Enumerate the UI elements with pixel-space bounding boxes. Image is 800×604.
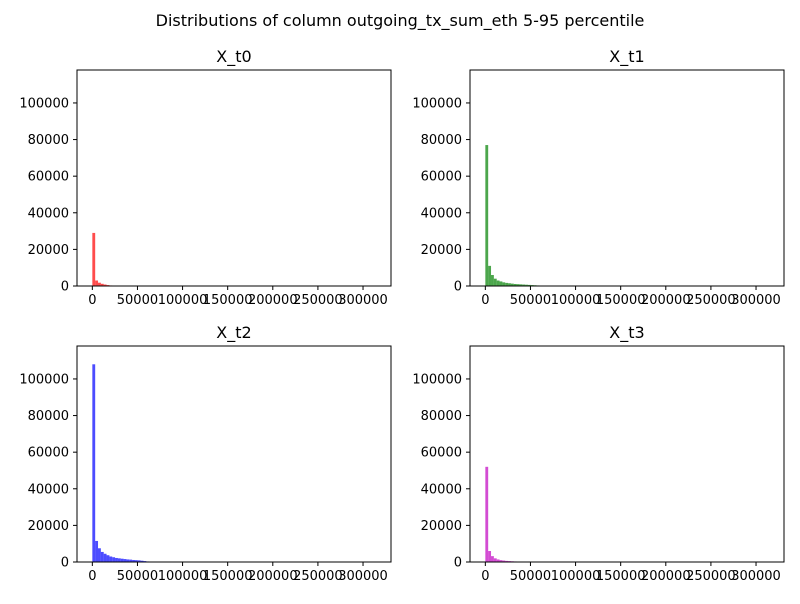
y-tick-label: 0 <box>454 556 462 571</box>
x-tick-label: 300000 <box>338 293 388 308</box>
y-tick-label: 100000 <box>412 372 462 387</box>
histogram-bar <box>500 281 503 286</box>
x-tick-label: 150000 <box>596 569 646 584</box>
figure-title: Distributions of column outgoing_tx_sum_… <box>156 11 645 31</box>
y-tick-label: 0 <box>61 280 69 295</box>
x-tick-label: 200000 <box>641 293 691 308</box>
histogram-bar <box>494 279 497 286</box>
x-tick-label: 100000 <box>158 569 208 584</box>
histogram-bar <box>491 556 494 562</box>
histogram-bar <box>115 558 118 562</box>
histogram-bar <box>494 558 497 562</box>
y-tick-label: 20000 <box>421 243 462 258</box>
y-tick-label: 100000 <box>19 96 69 111</box>
axes-frame <box>77 70 391 286</box>
histogram-bar <box>95 281 98 286</box>
x-tick-label: 200000 <box>248 293 298 308</box>
y-tick-label: 40000 <box>28 206 69 221</box>
y-tick-label: 0 <box>454 280 462 295</box>
y-tick-label: 100000 <box>412 96 462 111</box>
histogram-bar <box>109 557 112 562</box>
x-tick-label: 150000 <box>203 569 253 584</box>
y-tick-label: 20000 <box>28 243 69 258</box>
x-tick-label: 200000 <box>248 569 298 584</box>
x-tick-label: 150000 <box>203 293 253 308</box>
x-tick-label: 200000 <box>641 569 691 584</box>
subplot-title: X_t2 <box>216 323 251 343</box>
subplot-title: X_t1 <box>609 47 644 67</box>
histogram-bar <box>488 266 491 286</box>
histogram-bar <box>485 145 488 286</box>
axes-frame <box>470 70 784 286</box>
y-tick-label: 60000 <box>421 446 462 461</box>
x-tick-label: 0 <box>88 569 96 584</box>
y-tick-label: 40000 <box>421 482 462 497</box>
histogram-bar <box>118 558 121 562</box>
subplot-title: X_t0 <box>216 47 251 67</box>
x-tick-label: 250000 <box>293 293 343 308</box>
histogram-bar <box>485 467 488 562</box>
axes-frame <box>470 346 784 562</box>
y-tick-label: 20000 <box>421 519 462 534</box>
y-tick-label: 20000 <box>28 519 69 534</box>
histogram-bar <box>112 557 115 562</box>
x-tick-label: 50000 <box>510 293 551 308</box>
histogram-bar <box>497 281 500 286</box>
x-tick-label: 250000 <box>686 569 736 584</box>
histogram-bar <box>491 275 494 286</box>
histogram-bar <box>95 541 98 562</box>
x-tick-label: 300000 <box>731 293 781 308</box>
y-tick-label: 40000 <box>28 482 69 497</box>
x-tick-label: 50000 <box>117 293 158 308</box>
y-tick-label: 80000 <box>28 409 69 424</box>
y-tick-label: 60000 <box>421 170 462 185</box>
subplot-title: X_t3 <box>609 323 644 343</box>
x-tick-label: 50000 <box>117 569 158 584</box>
x-tick-label: 100000 <box>158 293 208 308</box>
histogram-bar <box>488 551 491 562</box>
x-tick-label: 150000 <box>596 293 646 308</box>
histogram-bar <box>107 555 110 562</box>
histogram-bar <box>502 282 505 286</box>
x-tick-label: 300000 <box>338 569 388 584</box>
y-tick-label: 80000 <box>421 133 462 148</box>
y-tick-label: 0 <box>61 556 69 571</box>
y-tick-label: 80000 <box>421 409 462 424</box>
x-tick-label: 100000 <box>551 293 601 308</box>
x-tick-label: 0 <box>481 293 489 308</box>
y-tick-label: 80000 <box>28 133 69 148</box>
axes-frame <box>77 346 391 562</box>
x-tick-label: 250000 <box>293 569 343 584</box>
histogram-bar <box>98 548 101 562</box>
histogram-bar <box>104 554 107 562</box>
x-tick-label: 100000 <box>551 569 601 584</box>
histogram-bar <box>92 364 95 562</box>
x-tick-label: 300000 <box>731 569 781 584</box>
x-tick-label: 0 <box>481 569 489 584</box>
histogram-bar <box>101 552 104 562</box>
x-tick-label: 0 <box>88 293 96 308</box>
y-tick-label: 60000 <box>28 170 69 185</box>
y-tick-label: 40000 <box>421 206 462 221</box>
x-tick-label: 50000 <box>510 569 551 584</box>
histogram-bar <box>92 233 95 286</box>
y-tick-label: 100000 <box>19 372 69 387</box>
x-tick-label: 250000 <box>686 293 736 308</box>
y-tick-label: 60000 <box>28 446 69 461</box>
